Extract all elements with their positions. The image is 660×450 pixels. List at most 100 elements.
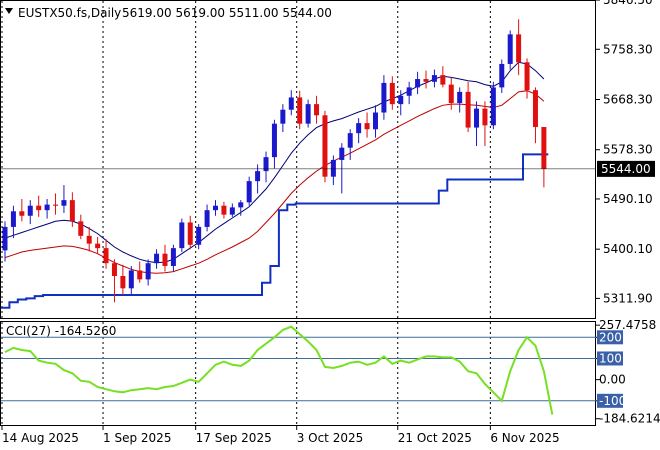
candle-body bbox=[431, 75, 437, 82]
candle-body bbox=[145, 263, 151, 280]
x-tick-label: 17 Sep 2025 bbox=[196, 431, 272, 445]
fast-moving-average bbox=[4, 61, 545, 264]
symbol-title: EUSTX50.fs,Daily bbox=[18, 6, 121, 20]
candle-body bbox=[532, 90, 538, 128]
candle-body bbox=[305, 104, 311, 124]
candle-body bbox=[499, 63, 505, 88]
candle-body bbox=[507, 34, 513, 64]
candle-body bbox=[120, 276, 126, 289]
indicator-label: CCI(27) -164.5260 bbox=[6, 324, 116, 338]
candle-body bbox=[381, 82, 387, 113]
candle-body bbox=[457, 91, 463, 104]
candle-body bbox=[322, 115, 328, 177]
current-price-box bbox=[597, 160, 655, 177]
y-tick-label: 5490.10 bbox=[603, 192, 653, 206]
grid-layer bbox=[1, 1, 491, 425]
candle-body bbox=[297, 97, 303, 124]
candle-body bbox=[271, 123, 277, 158]
candle-body bbox=[19, 211, 25, 216]
candle-body bbox=[490, 87, 496, 126]
candle-body bbox=[406, 87, 412, 96]
candle-body bbox=[111, 263, 117, 277]
candle-body bbox=[288, 97, 294, 110]
candle-body bbox=[415, 79, 421, 88]
candle-body bbox=[263, 157, 269, 172]
candle-body bbox=[187, 222, 193, 245]
candle-body bbox=[330, 159, 336, 177]
candle-body bbox=[53, 204, 59, 206]
indicator-pane-border bbox=[0, 321, 596, 426]
candle-body bbox=[314, 104, 320, 116]
candle-body bbox=[389, 82, 395, 105]
candle-body bbox=[162, 253, 168, 266]
candle-body bbox=[448, 84, 454, 104]
candle-body bbox=[2, 226, 8, 251]
candle-body bbox=[465, 91, 471, 128]
x-tick-label: 1 Sep 2025 bbox=[103, 431, 171, 445]
y-tick-label: 5400.10 bbox=[603, 242, 653, 256]
candle-body bbox=[238, 202, 244, 208]
candle-body bbox=[213, 205, 218, 211]
candle-body bbox=[179, 222, 185, 249]
indicator-y-tick-label: 200 bbox=[599, 330, 622, 344]
cci-level-box bbox=[597, 330, 623, 345]
candle-body bbox=[398, 95, 404, 105]
candle-body bbox=[246, 181, 252, 203]
y-tick-label: 5668.30 bbox=[603, 93, 653, 107]
candle-body bbox=[128, 270, 134, 289]
indicator-y-tick-label: -184.6214 bbox=[599, 412, 660, 426]
candle-body bbox=[229, 207, 235, 215]
candle-body bbox=[423, 79, 429, 82]
candle-body bbox=[280, 109, 286, 124]
indicator-plot bbox=[1, 325, 596, 415]
candle-body bbox=[103, 248, 109, 264]
candle-body bbox=[170, 248, 176, 266]
candle-body bbox=[516, 34, 522, 63]
candle-body bbox=[255, 171, 261, 182]
candle-body bbox=[347, 133, 353, 148]
candle-body bbox=[137, 270, 143, 280]
candle-body bbox=[86, 235, 92, 244]
cci-level-box bbox=[597, 393, 623, 408]
candle-body bbox=[36, 205, 42, 211]
candle-body bbox=[95, 243, 101, 249]
candle-body bbox=[154, 253, 160, 264]
candle-body bbox=[482, 108, 488, 126]
candle-body bbox=[440, 75, 446, 85]
cci-level-box bbox=[597, 351, 623, 366]
price-plot bbox=[1, 19, 596, 309]
slow-moving-average bbox=[4, 90, 545, 274]
candle-body bbox=[364, 123, 370, 130]
chart-header: EUSTX50.fs,Daily 5619.00 5619.00 5511.00… bbox=[5, 6, 332, 20]
candle-body bbox=[356, 123, 362, 134]
candle-body bbox=[10, 211, 16, 227]
y-tick-label: 5311.90 bbox=[603, 291, 653, 305]
dropdown-triangle-icon[interactable] bbox=[5, 8, 13, 14]
y-tick-label: 5846.50 bbox=[603, 0, 653, 7]
candle-body bbox=[27, 205, 33, 216]
indicator-y-tick-label: 257.4758 bbox=[599, 318, 656, 332]
indicator-y-tick-label: -100 bbox=[599, 394, 626, 408]
candle-body bbox=[61, 200, 67, 206]
y-tick-label: 5578.30 bbox=[603, 143, 653, 157]
x-tick-label: 21 Oct 2025 bbox=[398, 431, 472, 445]
x-tick-label: 3 Oct 2025 bbox=[297, 431, 364, 445]
candle-body bbox=[44, 204, 50, 211]
candle-body bbox=[78, 221, 84, 236]
candle-body bbox=[69, 200, 75, 222]
price-pane-border bbox=[0, 0, 596, 319]
candle-body bbox=[339, 147, 345, 160]
candle-body bbox=[372, 112, 378, 130]
y-tick-label: 5758.30 bbox=[603, 42, 653, 56]
candle-body bbox=[474, 108, 480, 128]
current-price-label: 5544.00 bbox=[601, 162, 651, 176]
frame-layer bbox=[0, 0, 596, 426]
candle-body bbox=[196, 226, 202, 245]
ohlc-readout: 5619.00 5619.00 5511.00 5544.00 bbox=[122, 6, 332, 20]
cci-line bbox=[4, 325, 554, 415]
x-tick-label: 6 Nov 2025 bbox=[490, 431, 559, 445]
candle-body bbox=[204, 210, 210, 227]
candle-body bbox=[221, 205, 227, 215]
